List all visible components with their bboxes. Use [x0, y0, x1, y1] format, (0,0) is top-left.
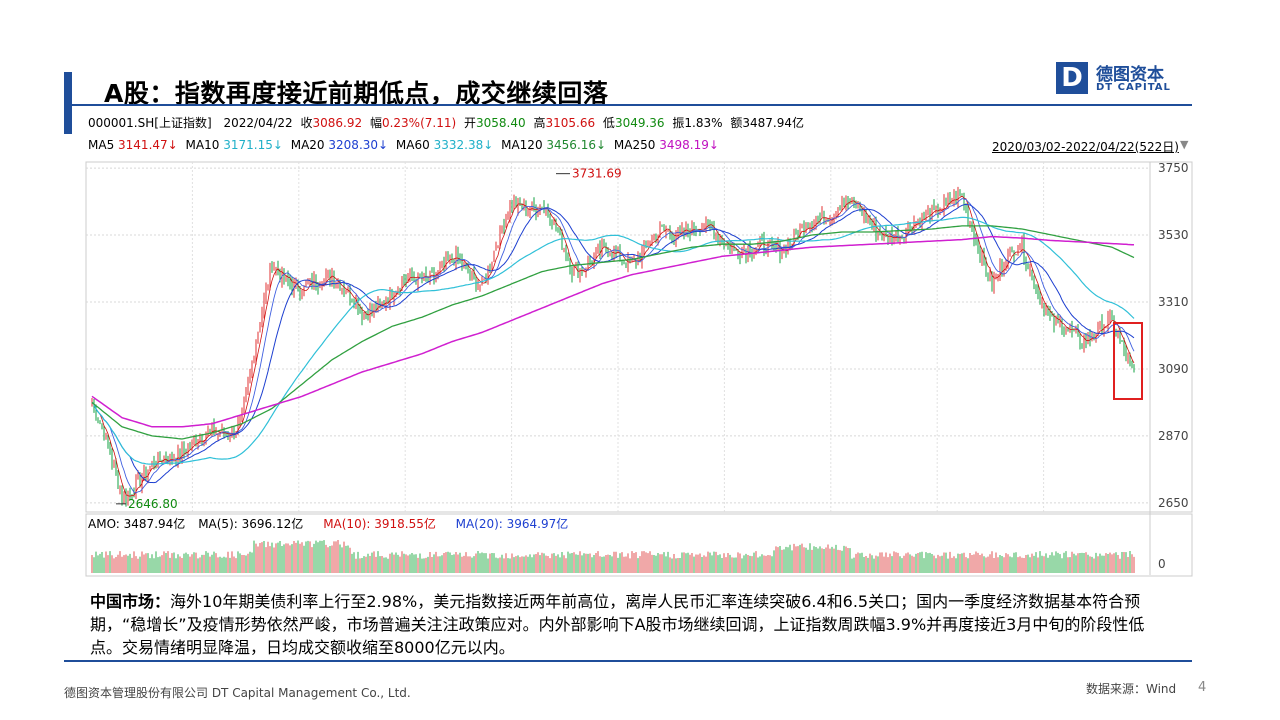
logo-mark: D: [1056, 62, 1088, 94]
ma120-value: 3456.16↓: [546, 138, 607, 152]
ma5-name: MA5: [88, 138, 115, 152]
quote-info-row: 000001.SH[上证指数] 2022/04/22 收3086.92 幅0.2…: [88, 114, 804, 131]
ma250-name: MA250: [613, 138, 656, 152]
ma10-name: MA10: [185, 138, 220, 152]
y-tick-label: 3750: [1158, 161, 1189, 175]
amp-label: 振: [672, 116, 685, 130]
volume-zero-label: 0: [1158, 557, 1166, 571]
quote-code: 000001.SH[上证指数]: [88, 116, 212, 130]
ma250-value: 3498.19↓: [659, 138, 719, 152]
volume-panel-frame: [85, 513, 1193, 577]
open-label: 开: [463, 116, 476, 130]
y-tick-label: 2650: [1158, 496, 1189, 510]
y-tick-label: 3530: [1158, 228, 1189, 242]
low-annotation: 2646.80: [128, 497, 178, 511]
footer-company: 德图资本管理股份有限公司 DT Capital Management Co., …: [64, 686, 411, 700]
title-accent-bar: [64, 72, 72, 134]
change-value: 0.23%(7.11): [381, 116, 457, 130]
vol-ma20-legend: MA(20): 3964.97亿: [456, 516, 569, 531]
logo-en-text: DT CAPITAL: [1096, 82, 1171, 93]
y-tick-label: 3310: [1158, 295, 1189, 309]
amo-legend: AMO: 3487.94亿: [88, 516, 185, 531]
ma20-value: 3208.30↓: [328, 138, 389, 152]
vol-ma5-legend: MA(5): 3696.12亿: [198, 516, 303, 531]
y-tick-label: 2870: [1158, 429, 1189, 443]
ma20-line: [91, 203, 1135, 484]
close-label: 收: [300, 116, 313, 130]
ma60-line: [91, 216, 1135, 465]
ma250-line: [91, 235, 1135, 428]
footer-divider: [64, 660, 1192, 662]
high-annotation: 3731.69: [572, 167, 622, 181]
y-tick-label: 3090: [1158, 362, 1189, 376]
ma120-line: [91, 225, 1135, 440]
ma60-value: 3332.38↓: [433, 138, 494, 152]
logo-cn-text: 德图资本: [1096, 65, 1164, 85]
low-value: 3049.36: [614, 116, 665, 130]
vol-ma10-legend: MA(10): 3918.55亿: [323, 516, 436, 531]
ma20-name: MA20: [290, 138, 325, 152]
commentary-paragraph: 中国市场：海外10年期美债利率上行至2.98%，美元指数接近两年前高位，离岸人民…: [90, 590, 1170, 659]
title-underline: [64, 104, 1192, 106]
footer-source: 数据来源：Wind: [1086, 682, 1177, 696]
high-label: 高: [533, 116, 546, 130]
ma10-line: [91, 198, 1135, 494]
change-label: 幅: [369, 116, 382, 130]
date-range-selector[interactable]: 2020/03/02-2022/04/22(522日): [992, 140, 1179, 154]
ma60-name: MA60: [395, 138, 430, 152]
price-panel-frame: [85, 161, 1193, 513]
quote-date: 2022/04/22: [223, 116, 293, 130]
commentary-text: 海外10年期美债利率上行至2.98%，美元指数接近两年前高位，离岸人民币汇率连续…: [90, 592, 1145, 657]
amount-value: 3487.94亿: [742, 116, 804, 130]
ma10-value: 3171.15↓: [223, 138, 283, 152]
commentary-lead: 中国市场：: [90, 592, 171, 611]
page-number: 4: [1198, 680, 1207, 695]
volume-bars: [91, 540, 1135, 573]
low-label: 低: [602, 116, 615, 130]
open-value: 3058.40: [476, 116, 526, 130]
ma120-name: MA120: [501, 138, 543, 152]
highlight-box: [1113, 322, 1143, 400]
amount-label: 额: [730, 116, 743, 130]
high-value: 3105.66: [545, 116, 596, 130]
company-logo: D 德图资本 DT CAPITAL: [1056, 62, 1196, 98]
amp-value: 1.83%: [684, 116, 723, 130]
ma5-value: 3141.47↓: [118, 138, 178, 152]
close-value: 3086.92: [312, 116, 363, 130]
ma-legend-row: MA5 3141.47↓ MA10 3171.15↓ MA20 3208.30↓…: [88, 138, 719, 152]
ma5-line: [91, 195, 1135, 497]
range-dropdown-icon[interactable]: ▼: [1180, 138, 1189, 151]
page-title: A股：指数再度接近前期低点，成交继续回落: [104, 79, 609, 108]
